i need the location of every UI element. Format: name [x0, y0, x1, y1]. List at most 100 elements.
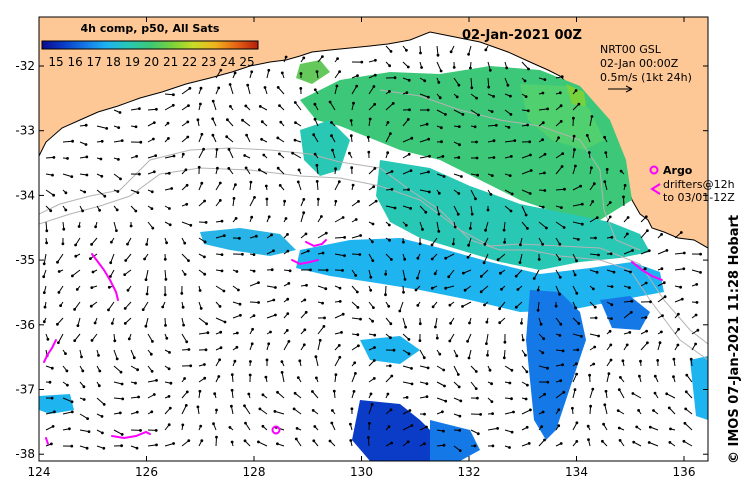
current-vector-head — [199, 102, 202, 106]
current-vector-head — [510, 368, 514, 372]
current-vector-head — [184, 168, 188, 172]
current-vector-head — [453, 225, 457, 229]
bathymetry-contours — [39, 89, 708, 361]
current-vector-head — [83, 190, 87, 194]
current-vector-head — [526, 123, 529, 127]
current-vector-head — [572, 134, 576, 138]
current-vector-head — [609, 358, 613, 362]
current-vector-head — [230, 388, 234, 392]
current-vector — [334, 217, 344, 223]
current-vector — [434, 317, 438, 328]
current-vector — [470, 109, 479, 116]
current-vector-head — [490, 174, 494, 178]
current-vector-head — [559, 120, 563, 123]
current-vector-head — [458, 429, 462, 432]
current-vector-head — [610, 317, 613, 321]
current-vector-head — [575, 421, 579, 425]
current-vector — [419, 138, 429, 143]
current-vector — [294, 102, 302, 111]
current-vector-head — [141, 308, 145, 312]
current-vector-head — [321, 251, 325, 255]
current-vector-head — [353, 361, 357, 365]
current-vector-head — [244, 166, 248, 170]
current-vector-head — [318, 338, 322, 342]
current-vector — [281, 372, 285, 383]
lat-label: -38 — [15, 447, 35, 461]
current-vector-head — [163, 257, 167, 261]
current-vector-head — [283, 199, 287, 203]
current-vector-head — [509, 94, 512, 98]
current-vector-head — [576, 348, 580, 352]
current-vector-head — [204, 348, 208, 352]
current-vector — [57, 253, 64, 263]
current-vector-head — [536, 308, 540, 312]
current-vector-head — [66, 383, 69, 387]
current-vector — [487, 77, 490, 88]
current-vector — [555, 221, 565, 228]
current-vectors — [42, 45, 702, 453]
current-vector-head — [248, 373, 252, 377]
current-vector-head — [559, 379, 563, 383]
current-vector-head — [348, 151, 351, 155]
current-vector-head — [518, 261, 522, 264]
current-vector-head — [183, 273, 187, 276]
current-vector-head — [689, 357, 693, 361]
current-vector-head — [241, 252, 244, 256]
current-vector-head — [368, 117, 372, 121]
current-vector-head — [647, 441, 651, 444]
colorbar-ticks: 15 16 17 18 19 20 21 22 23 24 25 — [48, 55, 254, 69]
current-vector-head — [354, 218, 358, 221]
current-vector-head — [528, 140, 532, 144]
current-vector — [147, 379, 157, 383]
current-vector-head — [227, 148, 231, 151]
current-vector-head — [235, 270, 239, 273]
current-vector-head — [403, 257, 407, 261]
current-vector-head — [529, 169, 533, 172]
current-vector — [453, 205, 459, 215]
current-vector — [485, 221, 489, 231]
current-vector-head — [699, 252, 702, 256]
current-vector-head — [115, 229, 118, 233]
current-vector — [62, 411, 73, 415]
current-vector-head — [243, 404, 246, 408]
drifter-tracks — [43, 239, 663, 445]
current-vector-head — [134, 125, 138, 129]
current-vector-head — [294, 121, 297, 124]
current-vector — [485, 333, 489, 344]
current-vector-head — [500, 287, 503, 291]
current-vector — [277, 87, 285, 95]
current-vector-head — [198, 289, 202, 292]
current-vector-head — [597, 253, 600, 257]
current-vector — [62, 140, 73, 143]
current-vector-head — [355, 84, 359, 88]
current-vector-head — [575, 259, 578, 263]
current-vector-head — [164, 324, 167, 327]
current-vector-head — [165, 241, 169, 245]
current-vector — [555, 188, 565, 191]
current-vector-head — [574, 306, 578, 310]
current-vector-head — [126, 288, 130, 292]
current-vector-head — [426, 366, 430, 370]
current-vector-head — [426, 108, 430, 112]
current-vector-head — [144, 278, 148, 282]
current-vector-head — [219, 68, 223, 72]
current-vector-head — [367, 150, 371, 154]
current-vector — [640, 250, 650, 255]
current-vector-head — [421, 228, 424, 231]
current-vector — [368, 200, 377, 207]
current-vector-head — [304, 310, 308, 314]
current-vector — [436, 109, 446, 115]
current-vector-head — [155, 107, 158, 111]
current-vector-head — [331, 409, 334, 412]
current-vector-head — [154, 429, 158, 432]
current-vector-head — [100, 139, 104, 143]
current-vector-head — [410, 382, 414, 386]
current-vector — [504, 140, 515, 143]
current-vector-head — [386, 151, 390, 155]
current-vector-head — [442, 443, 446, 447]
current-vector — [108, 301, 115, 311]
drifter-track — [631, 261, 663, 281]
lat-label: -35 — [15, 253, 35, 267]
current-vector — [181, 253, 189, 261]
current-vector-head — [46, 337, 50, 341]
